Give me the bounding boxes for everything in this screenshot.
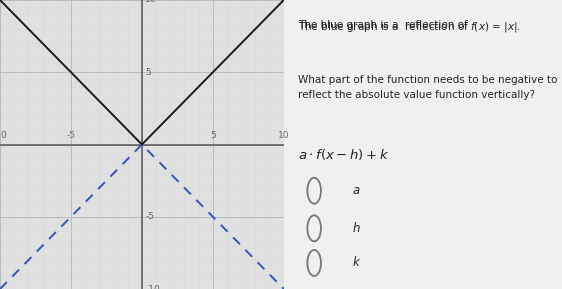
Text: a: a <box>353 184 360 197</box>
Text: $a \cdot f(x-h)+k$: $a \cdot f(x-h)+k$ <box>298 147 389 162</box>
Text: h: h <box>353 222 360 235</box>
Text: -10: -10 <box>146 284 160 289</box>
Text: -5: -5 <box>146 212 155 221</box>
Text: -10: -10 <box>0 131 7 140</box>
Text: 10: 10 <box>146 0 157 5</box>
Text: What part of the function needs to be negative to
reflect the absolute value fun: What part of the function needs to be ne… <box>298 75 557 99</box>
Text: 10: 10 <box>278 131 289 140</box>
Text: -5: -5 <box>66 131 75 140</box>
Text: 5: 5 <box>210 131 216 140</box>
Text: 5: 5 <box>146 68 151 77</box>
Text: The blue graph is a  reflection of $\it{f}$($\it{x}$) = |$\it{x}$|.: The blue graph is a reflection of $\it{f… <box>298 20 520 34</box>
Text: The blue graph is a  reflection of: The blue graph is a reflection of <box>298 20 470 30</box>
Text: k: k <box>353 257 360 269</box>
